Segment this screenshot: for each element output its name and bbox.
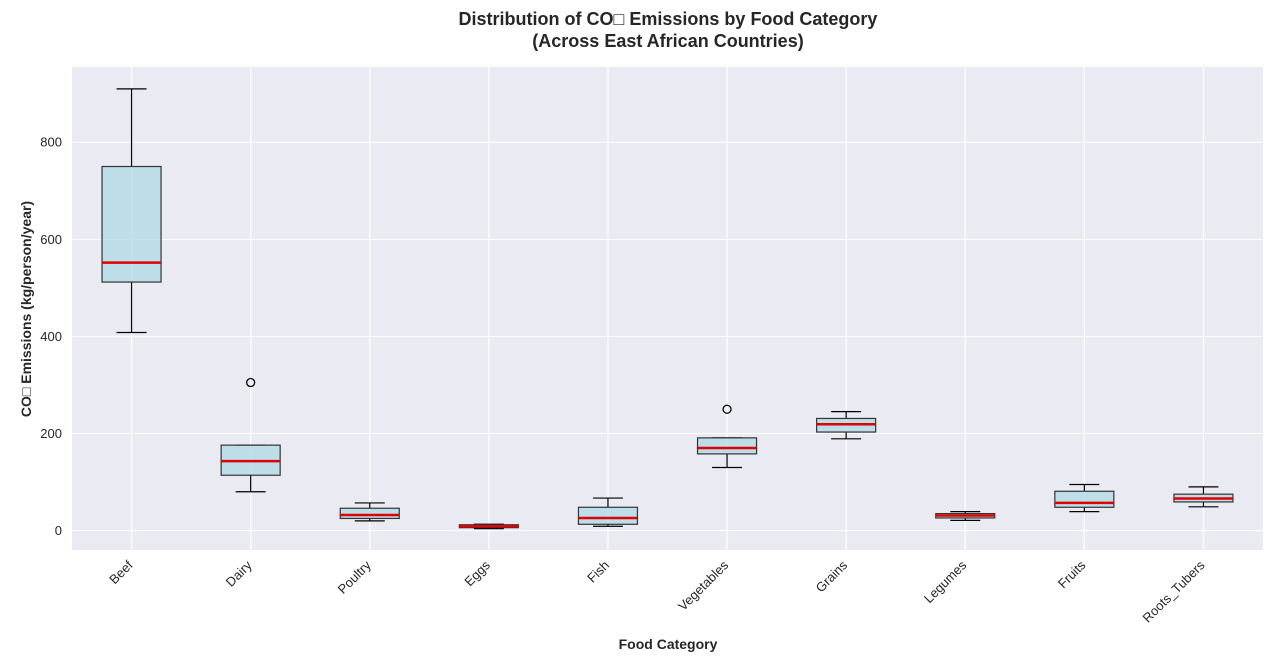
box-body: [101, 165, 162, 283]
outlier-point: [245, 377, 256, 388]
x-tick-label: Fish: [584, 558, 612, 586]
chart-title-line-1: Distribution of CO□ Emissions by Food Ca…: [459, 9, 878, 29]
box-plot-series: [101, 88, 1234, 530]
y-axis-ticks: 0 200 400 600 800: [40, 135, 62, 538]
x-tick-label: Vegetables: [675, 557, 731, 613]
x-tick-label: Fruits: [1055, 557, 1089, 591]
grid-lines: [72, 67, 1263, 550]
x-tick-label: Roots_Tubers: [1140, 557, 1208, 625]
box-poultry: [339, 502, 400, 522]
box-dairy: [220, 377, 281, 493]
y-tick-label: 800: [40, 135, 62, 150]
y-axis-label: CO□ Emissions (kg/person/year): [18, 201, 34, 417]
box-grains: [816, 411, 877, 440]
y-tick-label: 0: [55, 523, 62, 538]
x-tick-label: Eggs: [461, 557, 493, 589]
x-axis-label: Food Category: [619, 636, 718, 652]
box-fish: [577, 497, 639, 527]
box-body: [1054, 490, 1115, 508]
y-tick-label: 200: [40, 426, 62, 441]
x-tick-label: Legumes: [921, 557, 970, 606]
box-beef: [101, 88, 162, 334]
box-roots-tubers: [1173, 486, 1234, 508]
box-body: [339, 507, 400, 520]
box-body: [696, 437, 758, 455]
outlier-point: [722, 404, 732, 414]
x-tick-label: Dairy: [223, 557, 255, 589]
box-eggs: [458, 523, 519, 530]
box-fruits: [1054, 483, 1115, 513]
box-body: [577, 506, 639, 525]
y-tick-label: 400: [40, 329, 62, 344]
box-legumes: [935, 511, 996, 521]
x-tick-label: Grains: [813, 557, 851, 595]
x-tick-label: Poultry: [335, 557, 375, 597]
x-tick-label: Beef: [106, 557, 136, 587]
box-vegetables: [696, 404, 758, 469]
chart-title-line-2: (Across East African Countries): [532, 31, 803, 51]
y-tick-label: 600: [40, 232, 62, 247]
x-axis-ticks: Beef Dairy Poultry Eggs Fish Vegetables Grains…: [106, 557, 1208, 625]
